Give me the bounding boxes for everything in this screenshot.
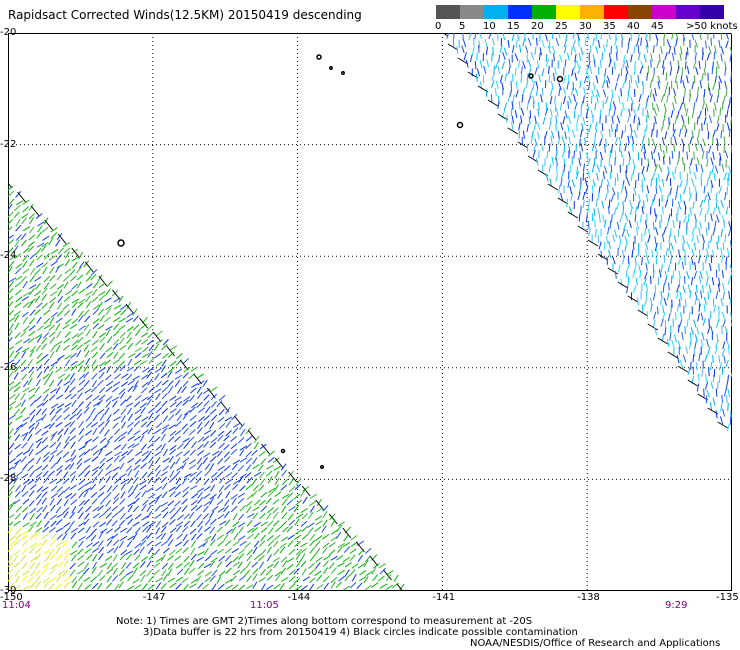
legend-swatch	[484, 5, 508, 19]
legend-unit: >50 knots	[686, 21, 738, 32]
legend-swatch	[556, 5, 580, 19]
legend-swatch	[460, 5, 484, 19]
latitude-label: -26	[0, 361, 17, 373]
legend-label: 35	[603, 21, 616, 32]
legend-swatch	[580, 5, 604, 19]
longitude-label: -138	[577, 592, 600, 603]
island-outline	[528, 73, 534, 79]
island-outline	[316, 54, 322, 60]
wind-speed-legend: 0 5 10 15 20 25 30 35 40 45 >50 knots	[435, 5, 738, 32]
credit-line: NOAA/NESDIS/Office of Research and Appli…	[470, 638, 721, 649]
latitude-label: -28	[0, 473, 17, 485]
island-outline	[329, 66, 333, 70]
legend-label: 10	[483, 21, 496, 32]
island-outline	[320, 465, 324, 469]
island-outline	[117, 239, 125, 247]
legend-swatch	[628, 5, 652, 19]
legend-label: 25	[555, 21, 568, 32]
legend-swatch	[604, 5, 628, 19]
map-frame	[8, 33, 732, 591]
island-outline	[556, 75, 564, 83]
legend-swatch	[508, 5, 532, 19]
island-outline	[456, 121, 464, 129]
longitude-label: -150	[0, 592, 23, 603]
legend-label: 15	[507, 21, 520, 32]
lat-lon-grid	[8, 33, 732, 591]
latitude-label: -20	[0, 27, 17, 38]
legend-label: 20	[531, 21, 544, 32]
legend-label: 40	[627, 21, 640, 32]
legend-swatch	[700, 5, 724, 19]
time-label-left: 11:04	[2, 600, 31, 611]
note-line-2: 3)Data buffer is 22 hrs from 20150419 4)…	[143, 627, 578, 638]
legend-label: 0	[435, 21, 442, 32]
legend-swatch	[532, 5, 556, 19]
note-line-1: Note: 1) Times are GMT 2)Times along bot…	[116, 616, 533, 627]
legend-swatch	[676, 5, 700, 19]
legend-swatch	[436, 5, 460, 19]
island-outline	[280, 448, 286, 454]
map-title: Rapidsact Corrected Winds(12.5KM) 201504…	[8, 8, 362, 22]
legend-label: 5	[459, 21, 466, 32]
time-label-center: 11:05	[250, 600, 279, 611]
right-swath-wind-barbs	[442, 33, 732, 432]
island-outline	[341, 71, 345, 75]
latitude-label: -22	[0, 138, 17, 150]
longitude-label: -135	[716, 592, 739, 603]
time-label-right: 9:29	[665, 600, 688, 611]
latitude-label: -30	[0, 585, 17, 596]
legend-label: 45	[651, 21, 664, 32]
longitude-label: -144	[287, 592, 311, 603]
islands	[117, 54, 564, 469]
longitude-label: -147	[142, 592, 166, 603]
wind-map	[8, 33, 732, 591]
latitude-label: -24	[0, 250, 17, 262]
legend-swatch	[652, 5, 676, 19]
longitude-label: -141	[432, 592, 456, 603]
left-swath-wind-barbs	[8, 182, 405, 591]
legend-label: 30	[579, 21, 592, 32]
